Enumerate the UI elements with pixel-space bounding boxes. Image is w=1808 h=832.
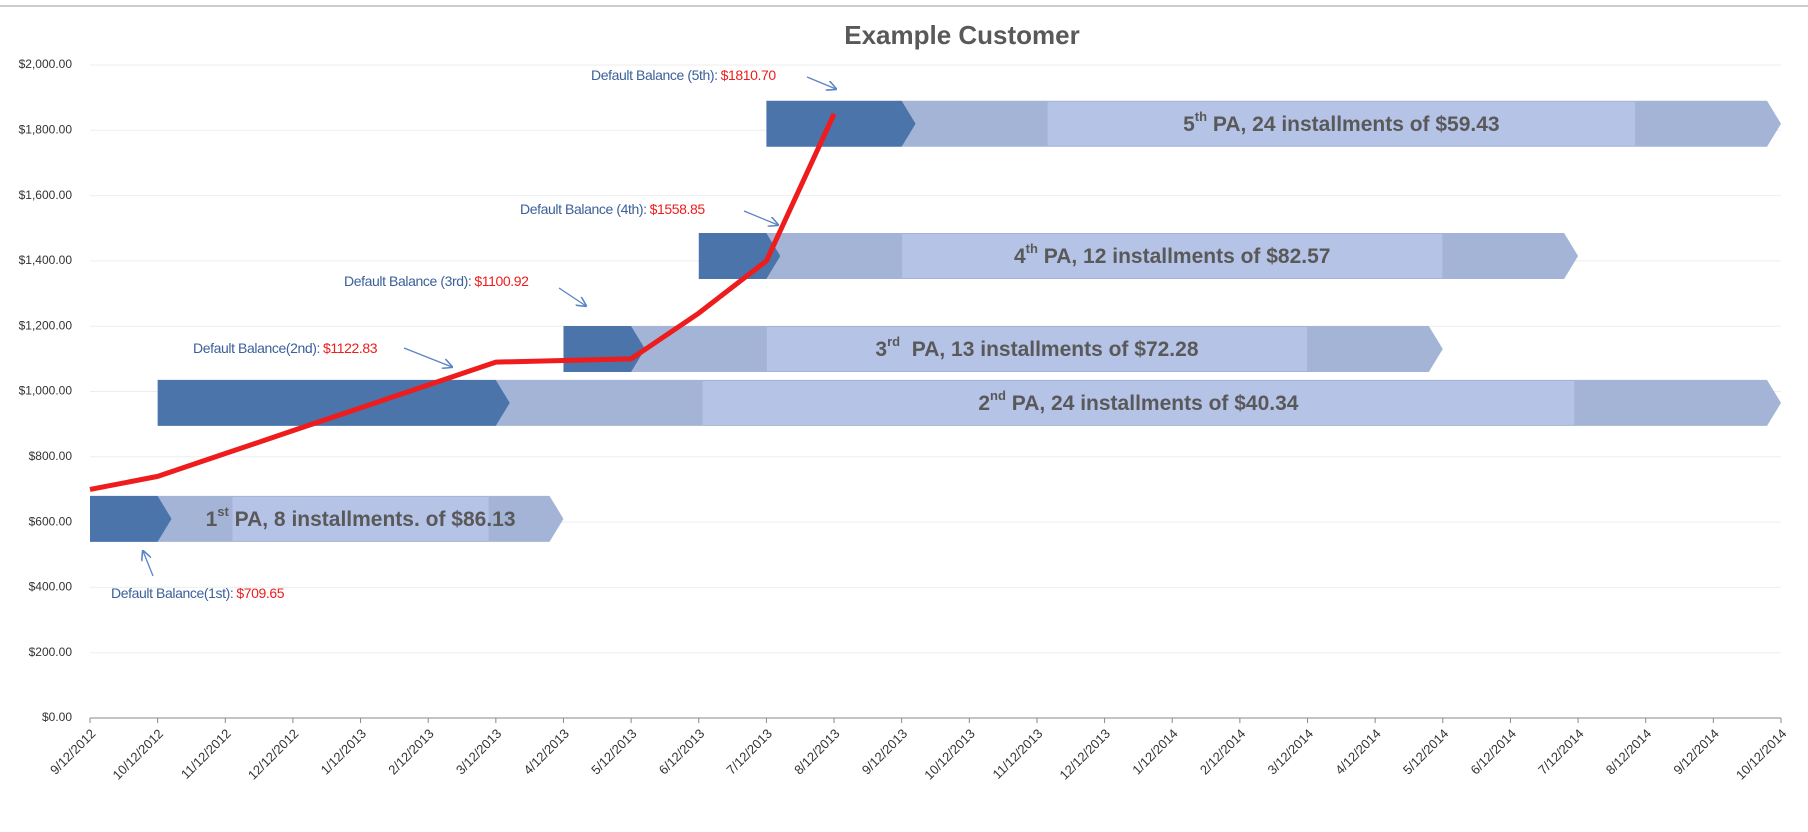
x-tick-label: 4/12/2014 (1332, 726, 1384, 778)
y-tick-label: $1,200.00 (19, 318, 73, 332)
x-tick-label: 7/12/2013 (723, 726, 775, 778)
y-tick-label: $0.00 (42, 710, 72, 724)
y-tick-label: $1,400.00 (19, 253, 73, 267)
bar-label: 5th PA, 24 installments of $59.43 (1183, 109, 1500, 135)
chart-title: Example Customer (844, 20, 1080, 50)
x-tick-label: 10/12/2013 (921, 726, 978, 783)
x-tick-label: 10/12/2012 (110, 726, 167, 783)
bar-default (563, 326, 646, 373)
annotation-amount: $1100.92 (474, 273, 529, 289)
x-tick-label: 6/12/2013 (656, 726, 708, 778)
annotation: Default Balance (3rd): $1100.92 (344, 273, 529, 289)
x-tick-label: 6/12/2014 (1467, 726, 1519, 778)
x-tick-label: 9/12/2014 (1670, 726, 1722, 778)
annotation-arrow (806, 76, 836, 89)
annotation: Default Balance (5th): $1810.70 (591, 67, 776, 83)
bar-text: PA, 12 installments of $82.57 (1038, 245, 1331, 268)
y-tick-label: $800.00 (29, 449, 73, 463)
x-tick-label: 9/12/2012 (47, 726, 99, 778)
x-tick-label: 1/12/2013 (318, 726, 370, 778)
x-tick-label: 2/12/2014 (1197, 726, 1249, 778)
annotation-label: Default Balance (4th): (520, 201, 647, 217)
annotation-arrow (743, 210, 778, 225)
annotation-amount: $709.65 (236, 585, 284, 601)
x-tick-label: 5/12/2013 (588, 726, 640, 778)
bar-suffix: rd (887, 334, 900, 349)
x-tick-label: 5/12/2014 (1400, 726, 1452, 778)
annotation-arrow (558, 287, 586, 306)
x-tick-label: 4/12/2013 (521, 726, 573, 778)
bar-label-box (702, 380, 1575, 425)
x-tick-label: 8/12/2014 (1603, 726, 1655, 778)
bar-default (766, 100, 916, 147)
y-tick-label: $600.00 (29, 514, 73, 528)
bar-text: PA, 8 installments. of $86.13 (229, 507, 516, 530)
line-series (89, 112, 837, 492)
x-tick-label: 1/12/2014 (1129, 726, 1181, 778)
annotation-amount: $1810.70 (721, 67, 777, 83)
y-tick-label: $400.00 (29, 580, 73, 594)
bar-label: 3rd PA, 13 installments of $72.28 (875, 334, 1198, 360)
x-tick-label: 11/12/2012 (178, 726, 234, 782)
bar-text: PA, 24 installments of $40.34 (1006, 391, 1299, 414)
x-tick-label: 7/12/2014 (1535, 726, 1587, 778)
annotation-arrow (403, 347, 452, 367)
y-tick-label: $1,800.00 (19, 122, 73, 136)
bar-label: 1st PA, 8 installments. of $86.13 (206, 504, 516, 530)
x-tick-label: 10/12/2014 (1733, 726, 1790, 783)
bar-ordinal: 1 (206, 507, 218, 530)
annotation: Default Balance(1st): $709.65 (111, 585, 285, 601)
bar-suffix: th (1195, 109, 1207, 124)
bar-label-box (1047, 101, 1636, 146)
bar-ordinal: 2 (978, 391, 990, 414)
annotation-label: Default Balance(1st): (111, 585, 233, 601)
bar-label: 2nd PA, 24 installments of $40.34 (978, 388, 1298, 414)
x-tick-label: 8/12/2013 (791, 726, 843, 778)
x-tick-label: 12/12/2013 (1057, 726, 1114, 783)
bar-suffix: nd (990, 388, 1006, 403)
bar-suffix: st (217, 504, 229, 519)
bar-ordinal: 5 (1183, 112, 1195, 135)
annotation-label: Default Balance (3rd): (344, 273, 471, 289)
bar-default (157, 379, 510, 426)
annotation: Default Balance(2nd): $1122.83 (193, 340, 378, 356)
x-tick-label: 3/12/2014 (1265, 726, 1317, 778)
bar-label-box (902, 234, 1443, 279)
annotation-arrow (143, 551, 154, 577)
x-tick-label: 9/12/2013 (859, 726, 911, 778)
y-tick-label: $1,600.00 (19, 188, 73, 202)
bar-suffix: th (1026, 241, 1038, 256)
bar-default (90, 495, 172, 542)
annotation-amount: $1122.83 (323, 340, 378, 356)
annotation: Default Balance (4th): $1558.85 (520, 201, 705, 217)
bar-ordinal: 4 (1014, 245, 1026, 268)
bar-label-box (232, 496, 489, 541)
annotation-label: Default Balance (5th): (591, 67, 718, 83)
bar-label: 4th PA, 12 installments of $82.57 (1014, 241, 1331, 267)
x-tick-label: 3/12/2013 (453, 726, 505, 778)
bar-text: PA, 13 installments of $72.28 (900, 338, 1199, 361)
x-tick-label: 12/12/2012 (245, 726, 302, 783)
y-tick-label: $1,000.00 (19, 384, 73, 398)
annotation-label: Default Balance(2nd): (193, 340, 320, 356)
y-tick-label: $2,000.00 (19, 57, 73, 71)
y-tick-label: $200.00 (29, 645, 73, 659)
annotation-amount: $1558.85 (650, 201, 706, 217)
bar-ordinal: 3 (875, 338, 887, 361)
bar-label-box (766, 327, 1308, 372)
x-tick-label: 11/12/2013 (990, 726, 1046, 782)
x-tick-label: 2/12/2013 (385, 726, 437, 778)
bar-text: PA, 24 installments of $59.43 (1207, 112, 1500, 135)
